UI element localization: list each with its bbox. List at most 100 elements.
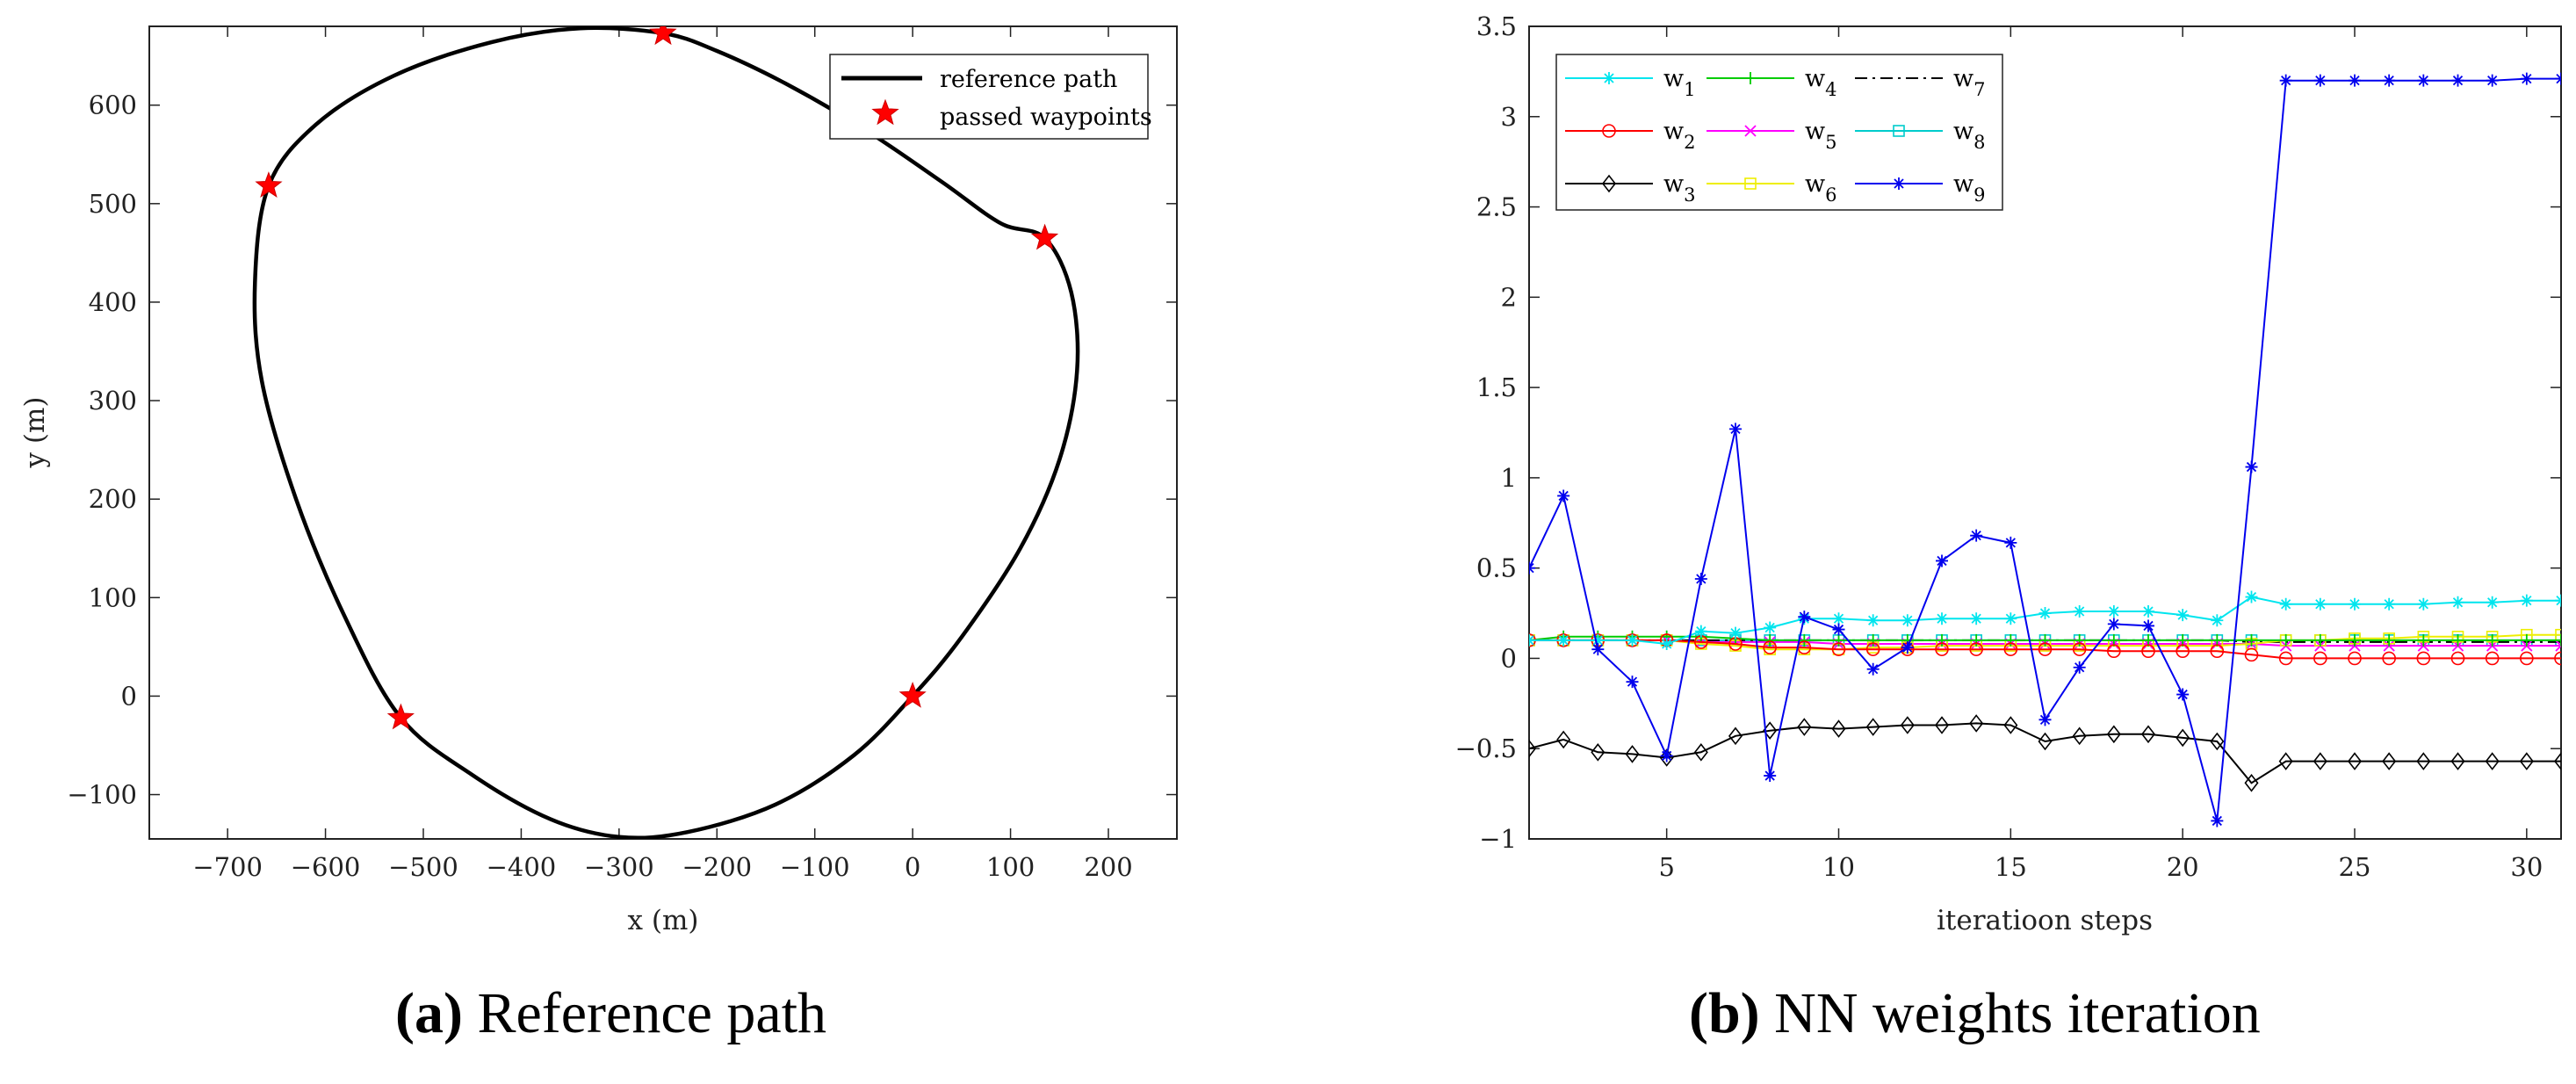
series-w1-marker bbox=[1626, 633, 1639, 647]
panel-b-ytick-label: −1 bbox=[1479, 824, 1517, 854]
panel-a-plot-area bbox=[148, 25, 1178, 840]
series-w3-marker bbox=[2313, 752, 2327, 770]
series-w1-marker bbox=[2176, 609, 2190, 622]
panel-a-legend-box bbox=[829, 54, 1149, 140]
series-w1-marker bbox=[2038, 607, 2052, 620]
panel-b-ytick-label: 0.5 bbox=[1476, 553, 1517, 583]
series-w1-marker bbox=[1901, 614, 1914, 627]
series-w9 bbox=[1529, 72, 2561, 827]
panel-b-xtick-label: 30 bbox=[2510, 852, 2543, 882]
caption-a-text: Reference path bbox=[477, 981, 826, 1045]
panel-b-ytick-label: 1 bbox=[1501, 463, 1517, 493]
legend-passed-waypoints-label: passed waypoints bbox=[940, 104, 1152, 131]
series-w9-marker bbox=[2142, 619, 2154, 632]
waypoint-star-marker bbox=[1030, 223, 1059, 250]
series-w4-marker bbox=[2279, 633, 2292, 647]
series-w3-marker bbox=[1659, 748, 1674, 767]
series-w3-marker bbox=[2416, 752, 2431, 770]
series-w9-marker bbox=[2073, 661, 2086, 674]
series-w3 bbox=[1529, 714, 2561, 792]
panel-b-ytick-label: 1.5 bbox=[1476, 372, 1517, 402]
panel-b-ytick-label: −0.5 bbox=[1455, 734, 1517, 763]
series-w3-marker bbox=[1831, 719, 1846, 738]
panel-b-xtick-label: 25 bbox=[2339, 852, 2371, 882]
waypoint-star-marker bbox=[255, 171, 283, 198]
series-w9-marker bbox=[1660, 749, 1673, 762]
series-w2-marker bbox=[1831, 642, 1846, 656]
series-w2-marker bbox=[2485, 651, 2500, 666]
panel-b-xlabel: iteratioon steps bbox=[1937, 905, 2153, 936]
series-w1-marker bbox=[1764, 621, 1777, 634]
series-w9-marker bbox=[2107, 618, 2120, 631]
legend-waypoint-star-icon bbox=[871, 98, 899, 126]
series-w3-marker bbox=[2003, 716, 2018, 734]
panel-a-xtick-label: 100 bbox=[986, 852, 1035, 882]
series-w2-marker bbox=[2416, 651, 2431, 666]
series-w3-marker bbox=[1556, 730, 1571, 749]
panel-b-ytick-label: 2.5 bbox=[1476, 192, 1517, 222]
series-w4-marker bbox=[1936, 633, 1948, 647]
series-w1-marker bbox=[1936, 612, 1948, 625]
series-w1-marker bbox=[2313, 597, 2327, 611]
series-w3-marker bbox=[2072, 726, 2087, 746]
series-w2-marker bbox=[2107, 644, 2121, 659]
panel-a-xtick-label: −400 bbox=[487, 852, 557, 882]
legend-w5-marker bbox=[1744, 125, 1757, 137]
series-w3-marker bbox=[1797, 718, 1812, 736]
legend-w1-label: w1 bbox=[1663, 65, 1696, 100]
caption-a-label: (a) bbox=[395, 981, 463, 1045]
series-w9-marker bbox=[1970, 529, 1983, 542]
series-w2-marker bbox=[2313, 651, 2327, 666]
series-w2-marker bbox=[2348, 651, 2362, 666]
panel-a-ytick-label: −100 bbox=[67, 780, 137, 810]
panel-b-xtick-label: 20 bbox=[2167, 852, 2199, 882]
waypoint-star-marker bbox=[898, 681, 927, 708]
series-w1-marker bbox=[2383, 597, 2396, 611]
series-w3-marker bbox=[1934, 716, 1950, 734]
series-w4-marker bbox=[2520, 633, 2533, 647]
series-w1-marker bbox=[1866, 614, 1880, 627]
legend-w1-marker bbox=[1603, 72, 1615, 84]
series-w6-marker bbox=[2555, 628, 2561, 641]
series-w1-marker bbox=[2004, 612, 2017, 625]
series-w1-marker bbox=[2520, 594, 2533, 607]
series-w1-marker bbox=[1557, 633, 1570, 647]
series-w1 bbox=[1529, 590, 2561, 650]
legend-w9-marker bbox=[1893, 177, 1905, 190]
series-w2-marker bbox=[1935, 642, 1949, 656]
series-w3-marker bbox=[1865, 718, 1880, 736]
series-w1-marker bbox=[1591, 633, 1605, 647]
series-w9-marker bbox=[1832, 623, 1845, 636]
series-w9-marker bbox=[1729, 423, 1742, 436]
series-w3-marker bbox=[2278, 752, 2293, 770]
legend-w6-marker bbox=[1744, 177, 1757, 190]
panel-a-chart: −700 −600 −500 −400 −300 −200 −100 0 100 200 −100 0… bbox=[19, 25, 1178, 936]
legend-w2-marker bbox=[1602, 124, 1616, 138]
series-w4-marker bbox=[2486, 633, 2499, 647]
panel-b-ytick-label: 3 bbox=[1501, 102, 1517, 132]
series-w4-marker bbox=[2417, 633, 2430, 647]
series-w2-marker bbox=[1763, 640, 1777, 654]
series-w3-marker bbox=[2244, 773, 2259, 792]
series-w2-marker bbox=[2141, 644, 2155, 659]
series-w2-marker bbox=[2244, 647, 2259, 662]
panel-a-ytick-label: 200 bbox=[89, 484, 137, 514]
series-w2-marker bbox=[2450, 651, 2465, 666]
series-w1-marker bbox=[1832, 612, 1845, 625]
series-w9-marker bbox=[2038, 713, 2052, 726]
series-w4-marker bbox=[1970, 633, 1983, 647]
panel-a-ytick-label: 500 bbox=[89, 189, 137, 219]
legend-w4-marker bbox=[1744, 72, 1757, 84]
series-w2-marker bbox=[2554, 651, 2561, 666]
series-w9-marker bbox=[2486, 74, 2499, 87]
series-w1-marker bbox=[2245, 590, 2258, 603]
series-w9-marker bbox=[1866, 662, 1880, 676]
series-w9-marker bbox=[1557, 489, 1570, 502]
panel-a-xtick-label: 0 bbox=[905, 852, 920, 882]
series-w4-marker bbox=[2451, 633, 2464, 647]
series-w9-marker bbox=[2245, 460, 2258, 473]
series-w4-marker bbox=[2004, 633, 2017, 647]
caption-b: (b) NN weights iteration bbox=[1689, 981, 2261, 1045]
panel-b-chart: 5 10 15 20 25 30 −1 −0.5 0 0.5 1 1.5 2 2.5 3 3.5 iterat… bbox=[1455, 11, 2562, 936]
